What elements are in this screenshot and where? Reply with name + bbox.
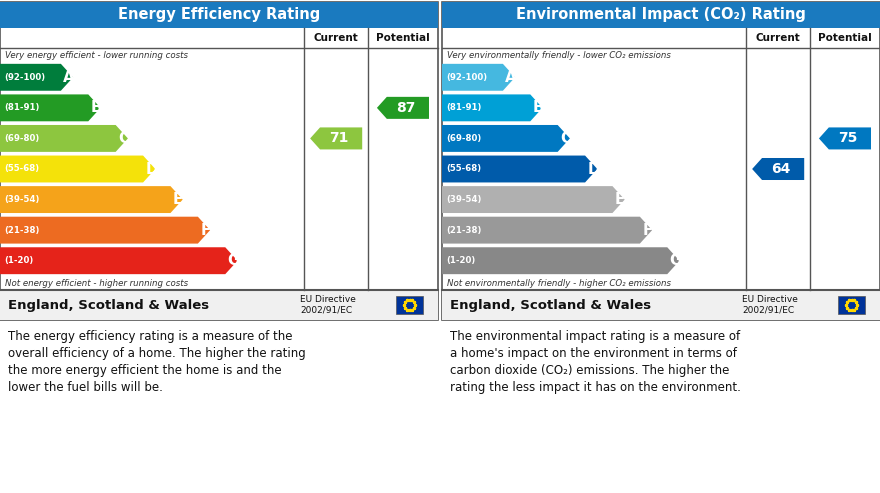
Polygon shape bbox=[442, 186, 625, 213]
Text: E: E bbox=[172, 192, 183, 207]
Text: England, Scotland & Wales: England, Scotland & Wales bbox=[450, 298, 651, 312]
FancyBboxPatch shape bbox=[442, 2, 880, 28]
Text: Very environmentally friendly - lower CO₂ emissions: Very environmentally friendly - lower CO… bbox=[447, 50, 671, 60]
Polygon shape bbox=[752, 158, 804, 180]
Text: Not environmentally friendly - higher CO₂ emissions: Not environmentally friendly - higher CO… bbox=[447, 279, 671, 287]
Text: C: C bbox=[118, 131, 129, 146]
FancyBboxPatch shape bbox=[838, 296, 865, 314]
Text: B: B bbox=[532, 101, 545, 115]
Text: (69-80): (69-80) bbox=[4, 134, 40, 143]
Text: 75: 75 bbox=[838, 132, 857, 145]
Text: (92-100): (92-100) bbox=[446, 73, 488, 82]
Text: B: B bbox=[91, 101, 102, 115]
Text: 64: 64 bbox=[771, 162, 790, 176]
Text: Environmental Impact (CO₂) Rating: Environmental Impact (CO₂) Rating bbox=[516, 7, 806, 23]
Text: F: F bbox=[642, 223, 653, 238]
Polygon shape bbox=[0, 186, 183, 213]
Text: A: A bbox=[63, 70, 75, 85]
Text: (69-80): (69-80) bbox=[446, 134, 481, 143]
Text: (39-54): (39-54) bbox=[4, 195, 40, 204]
Text: 71: 71 bbox=[329, 132, 348, 145]
Text: The environmental impact rating is a measure of
a home's impact on the environme: The environmental impact rating is a mea… bbox=[450, 330, 741, 394]
Polygon shape bbox=[0, 217, 210, 244]
Text: (81-91): (81-91) bbox=[4, 104, 40, 112]
Text: 87: 87 bbox=[396, 101, 415, 115]
FancyBboxPatch shape bbox=[0, 290, 438, 320]
Text: G: G bbox=[670, 253, 682, 268]
Polygon shape bbox=[442, 247, 679, 274]
Text: (21-38): (21-38) bbox=[4, 226, 40, 235]
Polygon shape bbox=[377, 97, 429, 119]
Polygon shape bbox=[442, 125, 570, 152]
Text: (81-91): (81-91) bbox=[446, 104, 481, 112]
FancyBboxPatch shape bbox=[442, 290, 880, 320]
Polygon shape bbox=[442, 64, 515, 91]
Polygon shape bbox=[0, 125, 128, 152]
Text: (55-68): (55-68) bbox=[4, 165, 39, 174]
Text: Current: Current bbox=[314, 33, 358, 43]
Text: D: D bbox=[588, 162, 600, 176]
Text: (21-38): (21-38) bbox=[446, 226, 481, 235]
Text: (92-100): (92-100) bbox=[4, 73, 45, 82]
Text: D: D bbox=[145, 162, 158, 176]
Text: G: G bbox=[228, 253, 240, 268]
Text: A: A bbox=[505, 70, 517, 85]
Text: (1-20): (1-20) bbox=[4, 256, 33, 265]
Polygon shape bbox=[442, 94, 542, 121]
Polygon shape bbox=[310, 127, 363, 149]
Text: England, Scotland & Wales: England, Scotland & Wales bbox=[8, 298, 209, 312]
Text: (55-68): (55-68) bbox=[446, 165, 481, 174]
Text: Not energy efficient - higher running costs: Not energy efficient - higher running co… bbox=[5, 279, 188, 287]
Polygon shape bbox=[0, 156, 155, 182]
Text: EU Directive
2002/91/EC: EU Directive 2002/91/EC bbox=[300, 295, 356, 315]
FancyBboxPatch shape bbox=[396, 296, 423, 314]
Text: (39-54): (39-54) bbox=[446, 195, 481, 204]
Polygon shape bbox=[442, 217, 652, 244]
Text: C: C bbox=[561, 131, 571, 146]
FancyBboxPatch shape bbox=[0, 2, 438, 28]
Text: E: E bbox=[615, 192, 626, 207]
Text: Current: Current bbox=[756, 33, 801, 43]
Polygon shape bbox=[0, 94, 100, 121]
Polygon shape bbox=[0, 247, 238, 274]
FancyBboxPatch shape bbox=[0, 2, 438, 320]
Text: Energy Efficiency Rating: Energy Efficiency Rating bbox=[118, 7, 320, 23]
Text: Very energy efficient - lower running costs: Very energy efficient - lower running co… bbox=[5, 50, 188, 60]
Text: F: F bbox=[201, 223, 210, 238]
Polygon shape bbox=[819, 127, 871, 149]
Polygon shape bbox=[0, 64, 73, 91]
Text: EU Directive
2002/91/EC: EU Directive 2002/91/EC bbox=[742, 295, 798, 315]
Text: Potential: Potential bbox=[818, 33, 872, 43]
Text: The energy efficiency rating is a measure of the
overall efficiency of a home. T: The energy efficiency rating is a measur… bbox=[8, 330, 305, 394]
Text: Potential: Potential bbox=[376, 33, 429, 43]
Polygon shape bbox=[442, 156, 598, 182]
FancyBboxPatch shape bbox=[442, 2, 880, 320]
Text: (1-20): (1-20) bbox=[446, 256, 475, 265]
